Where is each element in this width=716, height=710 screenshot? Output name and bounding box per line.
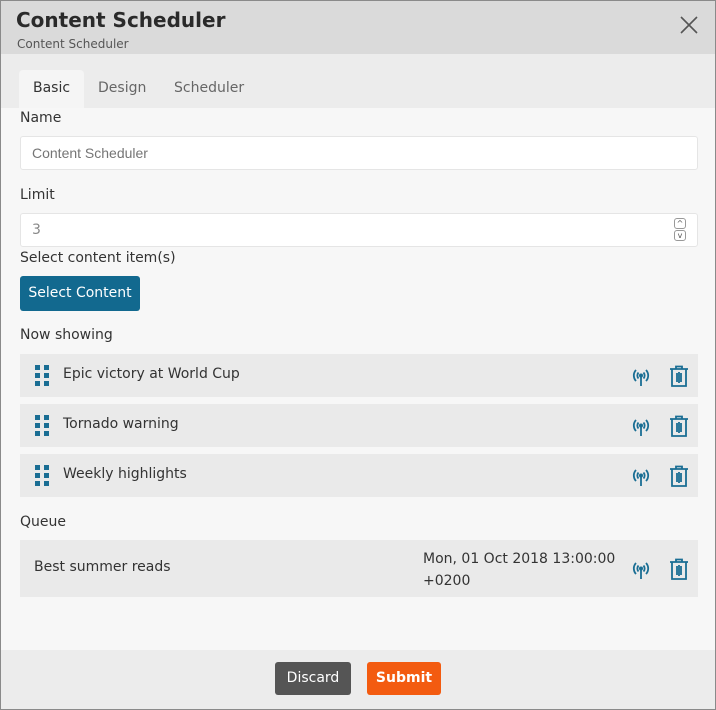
close-icon[interactable]	[677, 13, 701, 37]
select-content-button[interactable]: Select Content	[20, 276, 140, 311]
list-item: Epic victory at World Cup	[20, 354, 698, 397]
broadcast-icon[interactable]	[629, 557, 653, 581]
now-showing-label: Now showing	[20, 327, 113, 343]
item-title: Weekly highlights	[63, 466, 187, 482]
scheduled-date: Mon, 01 Oct 2018 13:00:00 +0200	[423, 548, 615, 592]
trash-icon[interactable]	[667, 364, 691, 388]
item-title: Epic victory at World Cup	[63, 366, 240, 382]
item-title: Tornado warning	[63, 416, 179, 432]
limit-stepper[interactable]: ^ v	[674, 218, 686, 242]
list-item: Tornado warning	[20, 404, 698, 447]
trash-icon[interactable]	[667, 414, 691, 438]
dialog-title: Content Scheduler	[16, 8, 226, 32]
drag-handle-icon[interactable]	[35, 415, 49, 436]
trash-icon[interactable]	[667, 464, 691, 488]
broadcast-icon[interactable]	[629, 414, 653, 438]
queue-item: Best summer reads Mon, 01 Oct 2018 13:00…	[20, 540, 698, 597]
name-label: Name	[20, 110, 62, 126]
drag-handle-icon[interactable]	[35, 465, 49, 486]
broadcast-icon[interactable]	[629, 464, 653, 488]
dialog-header: Content Scheduler Content Scheduler	[1, 1, 715, 54]
discard-button[interactable]: Discard	[275, 662, 351, 695]
date-text: Mon, 01 Oct 2018 13:00:00	[423, 551, 616, 567]
select-label: Select content item(s)	[20, 250, 176, 266]
trash-icon[interactable]	[667, 557, 691, 581]
tab-design[interactable]: Design	[98, 80, 147, 96]
timezone-text: +0200	[423, 573, 471, 589]
submit-button[interactable]: Submit	[367, 662, 441, 695]
limit-value: 3	[32, 222, 41, 238]
chevron-down-icon[interactable]: v	[674, 230, 686, 241]
broadcast-icon[interactable]	[629, 364, 653, 388]
dialog-subtitle: Content Scheduler	[17, 37, 129, 51]
limit-label: Limit	[20, 187, 55, 203]
name-input[interactable]	[20, 136, 698, 170]
drag-handle-icon[interactable]	[35, 365, 49, 386]
tab-scheduler[interactable]: Scheduler	[174, 80, 245, 96]
item-title: Best summer reads	[34, 559, 171, 575]
tab-bar: Basic Design Scheduler	[1, 54, 715, 108]
chevron-up-icon[interactable]: ^	[674, 218, 686, 229]
tab-basic[interactable]: Basic	[19, 70, 85, 108]
limit-input[interactable]: 3 ^ v	[20, 213, 698, 247]
list-item: Weekly highlights	[20, 454, 698, 497]
dialog-footer: Discard Submit	[1, 650, 715, 709]
queue-label: Queue	[20, 514, 66, 530]
